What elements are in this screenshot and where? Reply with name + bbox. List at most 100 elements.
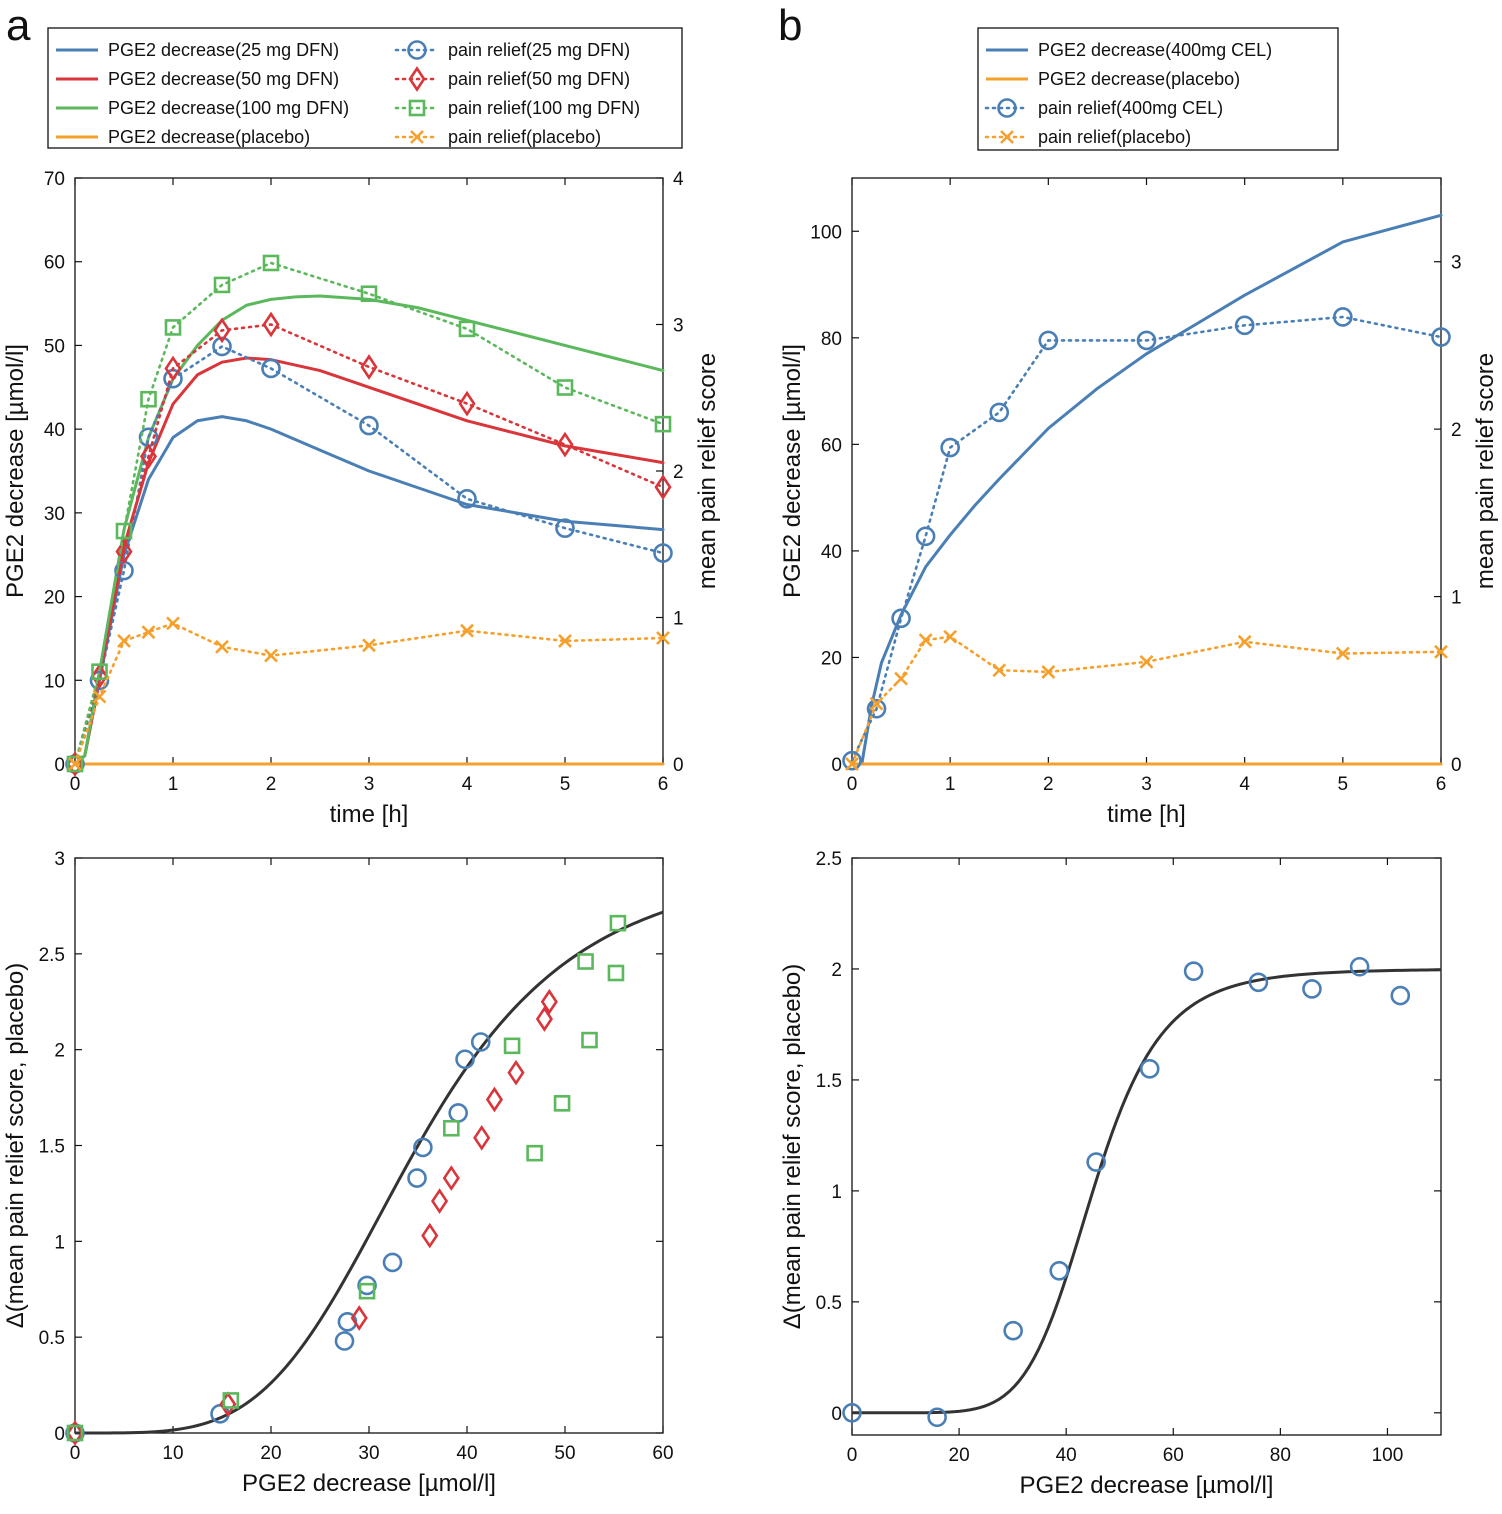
series-line (850, 213, 1443, 766)
data-point (845, 757, 859, 771)
data-point (448, 1103, 468, 1123)
data-point (1183, 961, 1204, 981)
data-point (213, 276, 231, 294)
data-point (117, 634, 131, 648)
data-point (359, 415, 379, 436)
chart-pkpd-dfn: 0 10 20 30 40 50 60 0 0.5 1 1.5 2 2.5 3 PGE2 decrease … (2, 849, 674, 1497)
plot-frame (851, 857, 1442, 1436)
x-tick-label: 80 (1270, 1445, 1291, 1466)
x-tick-label: 60 (1163, 1445, 1184, 1466)
x-tick-label: 1 (168, 774, 179, 795)
data-point (842, 750, 862, 771)
data-point (66, 1420, 84, 1446)
data-point (927, 1407, 947, 1428)
x-tick-label: 40 (456, 1443, 477, 1464)
y-tick-label: 20 (821, 648, 842, 669)
y2-tick-label: 4 (673, 169, 684, 190)
data-point (535, 1006, 553, 1032)
data-point (358, 1282, 376, 1300)
data-point (540, 988, 558, 1015)
data-point (992, 663, 1007, 678)
x-tick-label: 30 (358, 1443, 379, 1464)
legend-marker (997, 98, 1017, 118)
x-tick-label: 5 (560, 774, 571, 795)
data-point (261, 358, 281, 379)
data-point (1003, 1320, 1023, 1341)
data-point (92, 689, 107, 704)
data-point (1390, 985, 1411, 1006)
y-axis-label: Δ(mean pain relief score, placebo) (779, 964, 806, 1330)
data-point (166, 616, 180, 631)
y2-tick-label: 2 (673, 462, 684, 483)
data-point (1333, 307, 1353, 327)
data-point (1049, 1260, 1070, 1281)
x-tick-label: 100 (1372, 1445, 1404, 1466)
y-tick-label: 0.5 (39, 1328, 65, 1349)
y2-tick-label: 3 (673, 316, 684, 337)
legend-frame (47, 27, 683, 149)
y-tick-label: 1 (54, 1232, 65, 1253)
y-tick-label: 50 (44, 336, 65, 357)
data-point (577, 953, 594, 970)
x-tick-label: 1 (945, 774, 956, 795)
y-tick-label: 2 (54, 1041, 65, 1062)
legend-marker (408, 99, 426, 117)
data-point (262, 254, 280, 272)
data-point (485, 1086, 504, 1113)
data-point (556, 379, 574, 396)
data-point (407, 1168, 427, 1188)
x-tick-label: 6 (658, 774, 669, 795)
y2-tick-label: 3 (1451, 253, 1462, 274)
data-point (421, 1222, 439, 1249)
y-tick-label: 60 (44, 253, 65, 274)
legend-label: PGE2 decrease(25 mg DFN) (108, 40, 339, 60)
series-dotted-line (850, 635, 1443, 766)
data-point (842, 1403, 862, 1423)
panel-label-a: a (6, 1, 31, 50)
legend-marker (410, 130, 424, 144)
data-point (1041, 664, 1056, 679)
data-point (458, 390, 476, 417)
data-point (473, 1124, 491, 1151)
data-point (457, 489, 477, 509)
series-dotted-line (850, 315, 1443, 762)
y-tick-label: 1 (831, 1182, 842, 1203)
data-point (139, 443, 158, 470)
x-axis-label: PGE2 decrease [µmol/l] (242, 1470, 496, 1497)
data-point (656, 631, 670, 645)
data-point (164, 319, 182, 336)
chart-pkpd-cel: 0 20 40 60 80 100 0 0.5 1 1.5 2 2.5 PGE2 decrease [µ… (779, 849, 1442, 1499)
data-point (653, 543, 673, 563)
y2-tick-label: 0 (1451, 755, 1462, 776)
x-tick-label: 20 (949, 1445, 970, 1466)
fit-curve (852, 968, 1442, 1415)
y-tick-label: 1.5 (39, 1137, 65, 1158)
data-point (1248, 972, 1269, 993)
data-point (581, 1031, 598, 1049)
plot-frame (851, 177, 1442, 765)
y2-tick-label: 1 (1451, 588, 1462, 609)
data-point (940, 437, 960, 458)
data-point (943, 629, 958, 644)
x-axis-label: time [h] (1107, 801, 1186, 828)
plot-frame (74, 857, 664, 1434)
data-point (360, 354, 378, 380)
y-axis-label: Δ(mean pain relief score, placebo) (2, 963, 29, 1329)
x-tick-label: 50 (554, 1443, 575, 1464)
data-point (382, 1252, 403, 1273)
x-tick-label: 60 (652, 1443, 673, 1464)
data-point (212, 336, 232, 357)
legend-marker (407, 40, 427, 60)
y-tick-label: 3 (54, 849, 65, 870)
data-point (607, 964, 625, 982)
data-point (503, 1037, 521, 1055)
data-point (360, 285, 378, 303)
data-point (141, 625, 156, 640)
y-tick-label: 2 (831, 960, 842, 981)
data-point (654, 415, 672, 433)
y-tick-label: 40 (821, 542, 842, 563)
y-tick-label: 0 (54, 1424, 65, 1445)
data-point (1234, 315, 1255, 336)
data-point (1302, 979, 1322, 999)
